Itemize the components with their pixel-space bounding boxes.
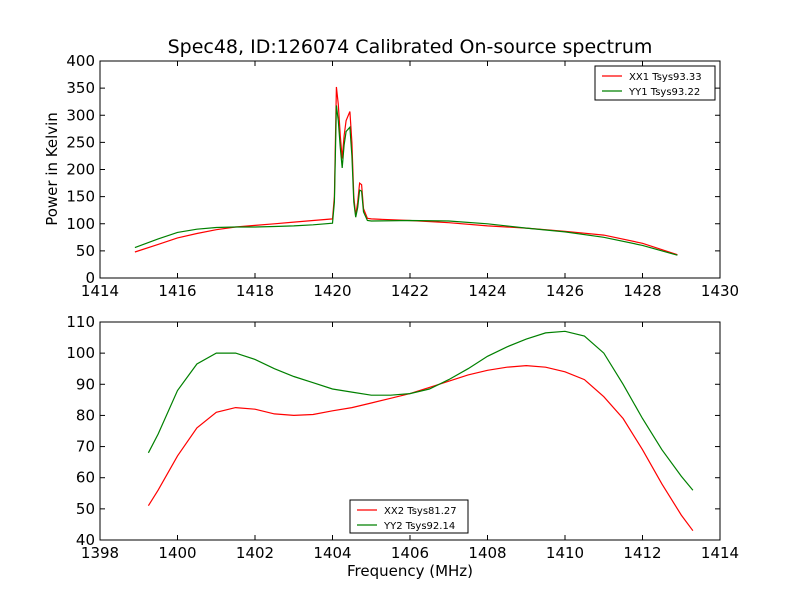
x-axis-label: Frequency (MHz) (347, 562, 473, 580)
bottom-series-line-1 (147, 364, 694, 532)
top-x-tick-label: 1428 (623, 282, 661, 300)
top-legend-label: YY1 Tsys93.22 (628, 87, 700, 98)
bottom-y-tick-label: 50 (76, 500, 95, 518)
top-series-line-1 (134, 86, 678, 256)
bottom-x-tick-label: 1404 (313, 544, 351, 562)
top-y-tick-label: 200 (66, 161, 95, 179)
bottom-plot-x-axis: 1398 1400 1402 1404 1406 1408 1410 1412 1414 (81, 322, 739, 562)
top-plot-y-axis: 0 50 100 150 200 250 300 350 400 (66, 52, 720, 287)
top-x-tick-label: 1424 (468, 282, 506, 300)
bottom-plot-series (147, 330, 694, 532)
bottom-y-tick-label: 110 (66, 313, 95, 331)
top-y-tick-label: 100 (66, 215, 95, 233)
top-plot-y-axis-label: Power in Kelvin (43, 112, 61, 226)
bottom-legend-label: YY2 Tsys92.14 (383, 521, 455, 532)
bottom-y-tick-label: 80 (76, 406, 95, 424)
bottom-x-tick-label: 1408 (468, 544, 506, 562)
bottom-plot: 1398 1400 1402 1404 1406 1408 1410 1412 1414 40 5… (66, 313, 739, 580)
top-plot-series (134, 86, 678, 256)
bottom-plot-legend: XX2 Tsys81.27 YY2 Tsys92.14 (349, 499, 469, 534)
top-plot-x-axis: 1414 1416 1418 1420 1422 1424 1426 1428 1430 (81, 61, 739, 300)
top-y-tick-label: 350 (66, 79, 95, 97)
bottom-y-tick-label: 60 (76, 469, 95, 487)
bottom-x-tick-label: 1398 (81, 544, 119, 562)
top-x-tick-label: 1418 (236, 282, 274, 300)
top-x-tick-label: 1422 (391, 282, 429, 300)
bottom-plot-y-axis: 40 50 60 70 80 90 100 110 (66, 313, 720, 549)
top-y-tick-label: 300 (66, 106, 95, 124)
bottom-x-tick-label: 1410 (546, 544, 584, 562)
bottom-y-tick-label: 100 (66, 344, 95, 362)
bottom-x-tick-label: 1400 (158, 544, 196, 562)
top-x-tick-label: 1426 (546, 282, 584, 300)
chart-title: Spec48, ID:126074 Calibrated On-source s… (168, 36, 653, 58)
bottom-y-tick-label: 40 (76, 531, 95, 549)
bottom-series-line-2 (147, 330, 694, 491)
top-plot: 1414 1416 1418 1420 1422 1424 1426 1428 1430 0 50… (43, 52, 739, 300)
top-x-tick-label: 1430 (701, 282, 739, 300)
top-y-tick-label: 400 (66, 52, 95, 70)
bottom-legend-box (349, 499, 469, 534)
bottom-x-tick-label: 1414 (701, 544, 739, 562)
top-plot-legend: XX1 Tsys93.33 YY1 Tsys93.22 (594, 65, 716, 101)
top-y-tick-label: 250 (66, 133, 95, 151)
top-series-line-2 (134, 105, 678, 256)
bottom-y-tick-label: 90 (76, 375, 95, 393)
top-x-tick-label: 1414 (81, 282, 119, 300)
top-legend-box (594, 65, 716, 101)
top-y-tick-label: 150 (66, 188, 95, 206)
top-legend-label: XX1 Tsys93.33 (629, 72, 702, 83)
bottom-x-tick-label: 1412 (623, 544, 661, 562)
top-y-tick-label: 50 (76, 242, 95, 260)
top-x-tick-label: 1420 (313, 282, 351, 300)
top-y-tick-label: 0 (85, 269, 95, 287)
bottom-x-tick-label: 1402 (236, 544, 274, 562)
top-x-tick-label: 1416 (158, 282, 196, 300)
bottom-legend-label: XX2 Tsys81.27 (384, 506, 457, 517)
bottom-x-tick-label: 1406 (391, 544, 429, 562)
bottom-y-tick-label: 70 (76, 438, 95, 456)
